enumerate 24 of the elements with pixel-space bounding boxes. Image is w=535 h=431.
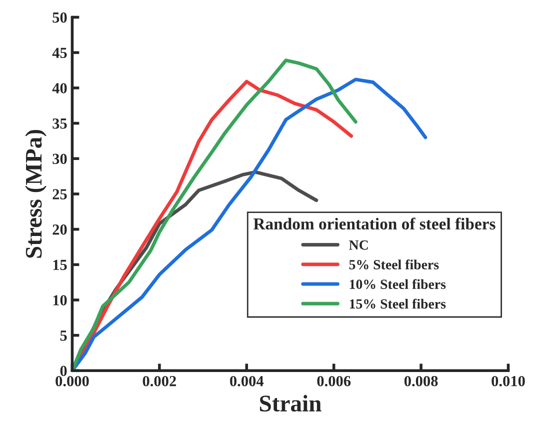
y-tick-label: 20	[52, 224, 67, 235]
legend-label: 5% Steel fibers	[349, 259, 439, 270]
y-tick-label: 25	[52, 189, 67, 200]
y-tick-label: 45	[52, 48, 67, 58]
y-tick-label: 10	[53, 295, 67, 306]
legend-label: 10% Steel fibers	[350, 279, 446, 290]
x-tick-label: 0.000	[56, 376, 89, 386]
y-tick-label: 50	[52, 12, 67, 23]
legend-label: 15% Steel fibers	[350, 298, 446, 309]
y-tick-label: 30	[52, 154, 67, 164]
x-tick-label: 0.010	[492, 376, 525, 386]
legend-label: NC	[349, 240, 368, 250]
y-axis-title: Stress (MPa)	[25, 130, 47, 258]
y-tick-label: 15	[53, 260, 67, 270]
x-tick-label: 0.002	[142, 376, 176, 386]
legend-title: Random orientation of steel fibers	[253, 218, 496, 230]
y-tick-label: 35	[52, 118, 67, 129]
y-tick-label: 0	[60, 366, 67, 376]
x-tick-label: 0.004	[230, 376, 264, 386]
y-tick-label: 40	[52, 83, 67, 94]
x-tick-label: 0.008	[404, 376, 438, 386]
x-tick-label: 0.006	[317, 376, 351, 386]
y-tick-label: 5	[60, 330, 67, 341]
x-axis-title: Strain	[260, 394, 322, 412]
